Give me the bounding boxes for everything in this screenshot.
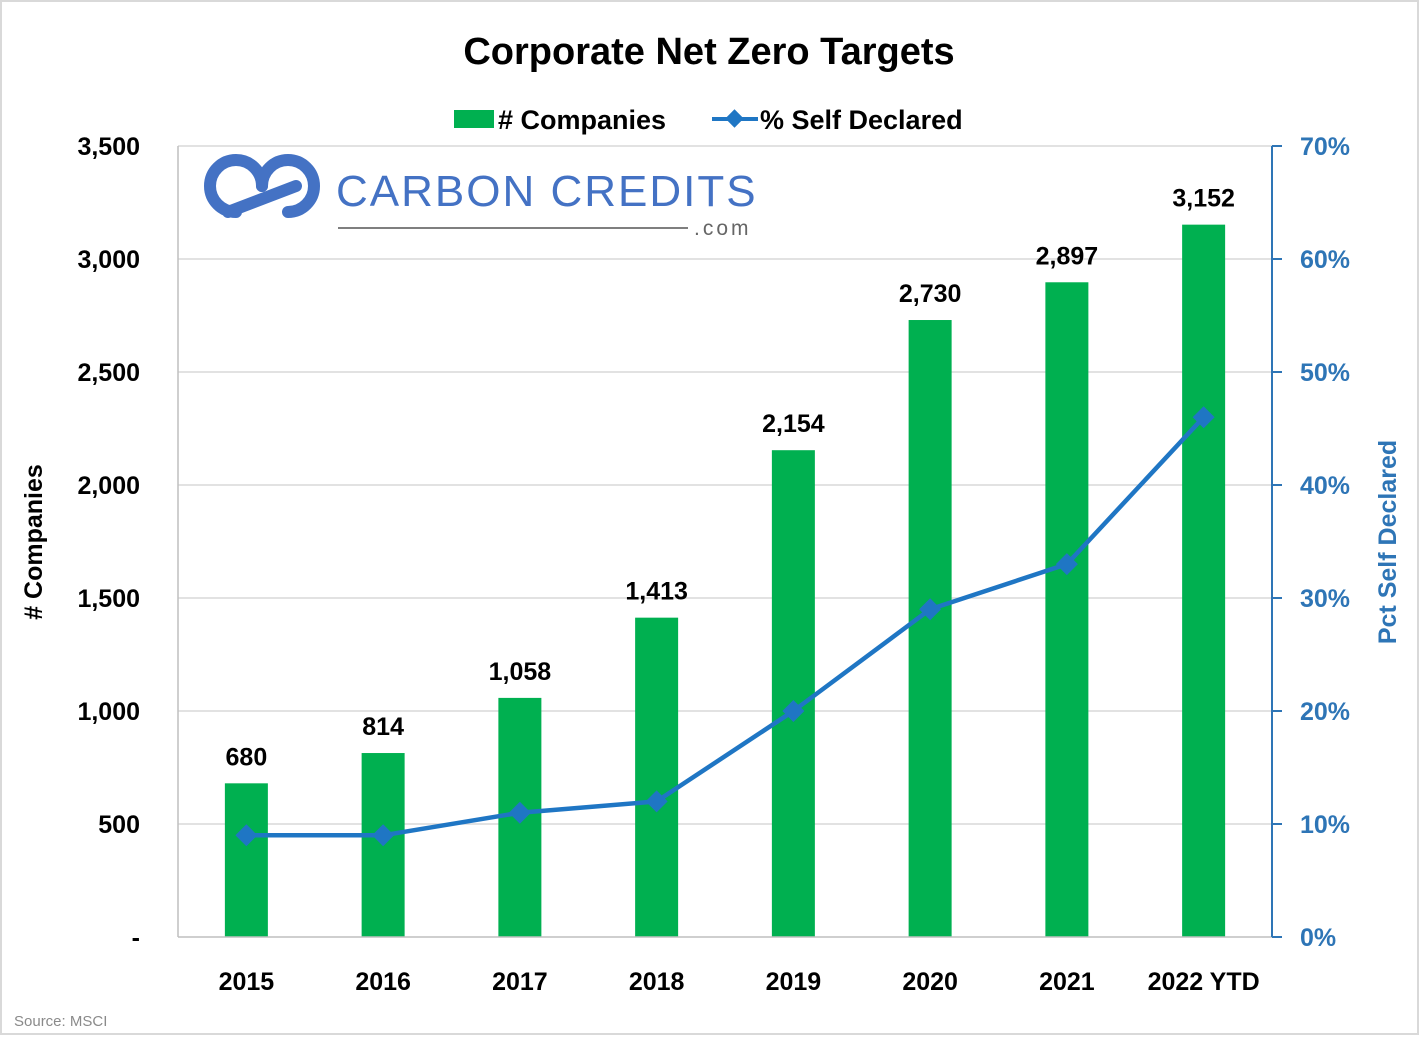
y-tick-right: 20% <box>1300 698 1350 726</box>
x-tick-label: 2021 <box>1039 968 1095 996</box>
y-tick-left: 500 <box>98 811 140 839</box>
y-tick-right: 70% <box>1300 133 1350 161</box>
y-tick-left: 1,000 <box>77 698 140 726</box>
line-marker <box>372 824 395 847</box>
line-marker <box>235 824 258 847</box>
y-axis-title-right: Pct Self Declared <box>1374 440 1402 644</box>
line-marker <box>1055 553 1078 576</box>
bar-value-label: 814 <box>362 713 404 741</box>
bar-2018 <box>635 617 679 937</box>
line-series <box>235 406 1215 847</box>
x-tick-label: 2019 <box>766 968 822 996</box>
line-marker <box>645 790 668 813</box>
y-tick-left: - <box>132 924 140 952</box>
x-tick-label: 2020 <box>902 968 958 996</box>
chart-title: Corporate Net Zero Targets <box>463 31 954 73</box>
legend: # Companies % Self Declared <box>454 105 963 135</box>
y-axis-title-left: # Companies <box>20 464 48 620</box>
bar-value-label: 3,152 <box>1172 185 1235 213</box>
y-tick-left: 2,500 <box>77 359 140 387</box>
bar-value-label: 680 <box>226 743 268 771</box>
bar-value-label: 1,413 <box>625 578 688 606</box>
bar-value-label: 2,897 <box>1036 242 1099 270</box>
x-tick-label: 2015 <box>219 968 275 996</box>
line-marker <box>508 801 531 824</box>
x-tick-label: 2022 YTD <box>1148 968 1260 996</box>
y-tick-left: 3,500 <box>77 133 140 161</box>
carbon-credits-logo: CARBON CREDITS.com <box>204 154 758 240</box>
y-tick-right: 10% <box>1300 811 1350 839</box>
source-note: Source: MSCI <box>14 1013 107 1030</box>
legend-marker-self-declared <box>725 109 744 128</box>
x-tick-label: 2016 <box>355 968 411 996</box>
line-marker <box>919 598 942 621</box>
bar-2015 <box>224 783 268 937</box>
logo-link-icon <box>222 180 302 218</box>
bar-2021 <box>1045 282 1089 937</box>
bar-2020 <box>908 320 952 937</box>
y-tick-left: 1,500 <box>77 585 140 613</box>
self-declared-line <box>246 415 1206 838</box>
y-tick-right: 60% <box>1300 246 1350 274</box>
logo-name: CARBON CREDITS <box>336 167 758 216</box>
logo-ring-right-icon <box>256 154 320 218</box>
y-tick-right: 50% <box>1300 359 1350 387</box>
y-tick-right: 40% <box>1300 472 1350 500</box>
y-tick-right: 30% <box>1300 585 1350 613</box>
y-tick-left: 2,000 <box>77 472 140 500</box>
gridlines <box>178 145 1272 825</box>
bar-2022-ytd <box>1182 224 1226 937</box>
logo-suffix: .com <box>694 217 752 240</box>
logo-ring-left-icon <box>204 154 268 218</box>
legend-swatch-companies <box>454 110 494 128</box>
bar-value-label: 2,154 <box>762 410 825 438</box>
bar-2019 <box>771 450 815 937</box>
legend-label-companies: # Companies <box>498 105 666 135</box>
y-tick-right: 0% <box>1300 924 1336 952</box>
axes: - 500 1,000 1,500 2,000 2,500 3,000 3,500 0% 10% 2… <box>77 133 1350 996</box>
legend-label-self-declared: % Self Declared <box>760 105 963 135</box>
y-tick-left: 3,000 <box>77 246 140 274</box>
line-marker <box>782 700 805 722</box>
bar-value-label: 1,058 <box>489 658 552 686</box>
x-tick-label: 2018 <box>629 968 685 996</box>
line-marker <box>1192 406 1215 429</box>
bar-value-label: 2,730 <box>899 280 962 308</box>
x-tick-label: 2017 <box>492 968 548 996</box>
